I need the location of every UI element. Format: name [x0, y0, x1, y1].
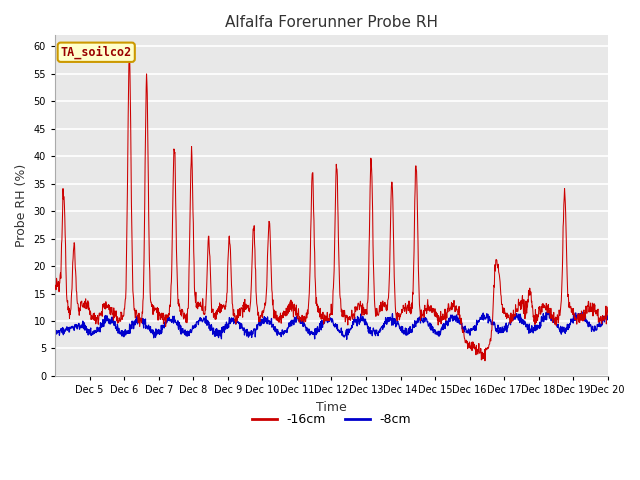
X-axis label: Time: Time [316, 400, 347, 413]
Legend: -16cm, -8cm: -16cm, -8cm [246, 408, 416, 431]
Text: TA_soilco2: TA_soilco2 [61, 46, 132, 59]
Title: Alfalfa Forerunner Probe RH: Alfalfa Forerunner Probe RH [225, 15, 438, 30]
Y-axis label: Probe RH (%): Probe RH (%) [15, 164, 28, 247]
